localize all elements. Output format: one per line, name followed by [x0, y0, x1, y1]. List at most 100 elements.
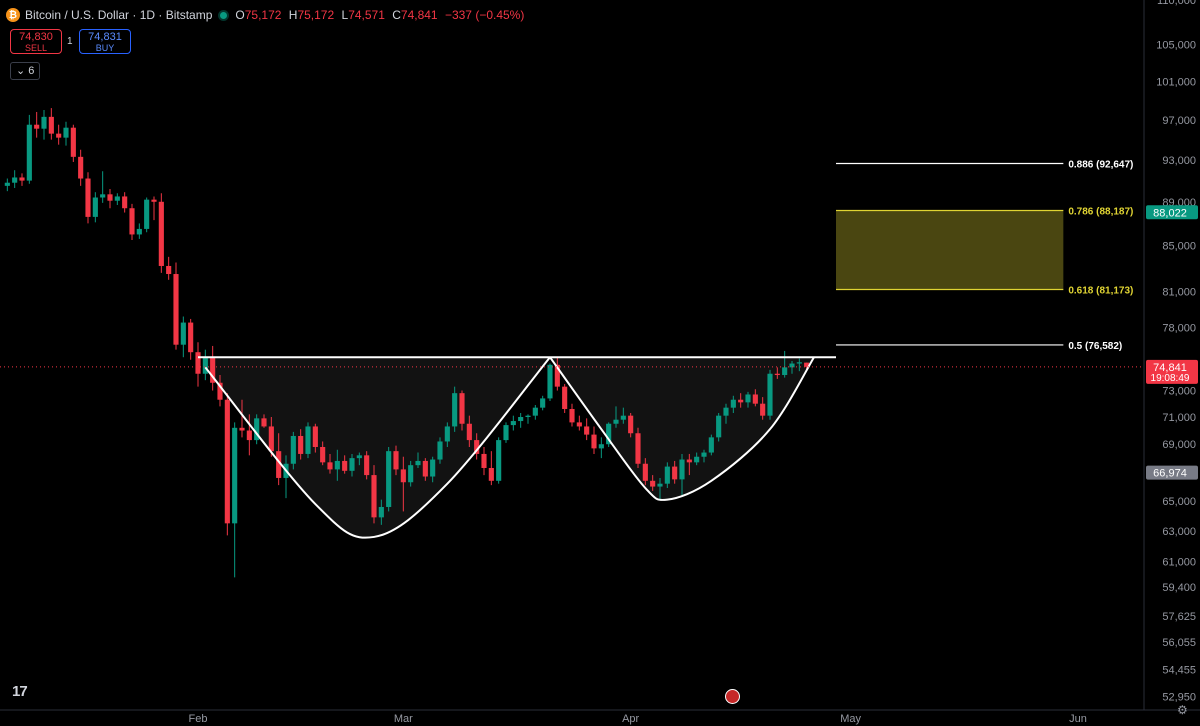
candle-body [19, 177, 25, 181]
candle-up [708, 434, 714, 456]
candle-down [195, 342, 201, 387]
candle-down [584, 418, 590, 441]
candle-down [246, 414, 252, 456]
candle-up [723, 403, 729, 424]
fib-zone [836, 210, 1064, 290]
candle-body [789, 363, 795, 368]
open-value: 75,172 [244, 8, 282, 22]
candle-body [144, 199, 150, 229]
candle-down [217, 375, 223, 407]
candle-up [202, 349, 208, 381]
candle-up [782, 350, 788, 378]
time-tick-label: Jun [1069, 713, 1087, 725]
us-flag-icon[interactable] [725, 689, 740, 704]
indicators-toggle[interactable]: ⌄ 6 [10, 62, 41, 80]
cup-curve [204, 356, 551, 539]
price-tick-label: 101,000 [1156, 76, 1196, 88]
candle-body [642, 463, 648, 481]
candle-down [562, 384, 568, 413]
candle-body [664, 466, 670, 484]
candle-down [591, 426, 597, 454]
candle-up [613, 406, 619, 428]
candle-down [342, 455, 348, 474]
candle-body [158, 201, 164, 266]
gear-icon[interactable]: ⚙ [1177, 703, 1188, 717]
candle-body [85, 178, 91, 217]
candle-down [774, 367, 780, 379]
candle-body [371, 475, 377, 518]
candle-body [613, 419, 619, 424]
tradingview-logo-icon[interactable]: 17 [12, 683, 28, 700]
price-tick-label: 59,400 [1162, 582, 1196, 594]
candle-body [312, 426, 318, 447]
candle-body [166, 265, 172, 275]
fib-level-label: 0.5 (76,582) [1068, 341, 1122, 352]
candle-up [620, 407, 626, 424]
candle-up [349, 453, 355, 477]
price-tick-label: 57,625 [1162, 611, 1196, 623]
candle-down [239, 399, 245, 438]
candle-down [122, 192, 128, 213]
price-axis-label: 88,022 [1146, 205, 1198, 220]
candle-down [268, 417, 274, 457]
candle-body [679, 459, 685, 480]
candle-down [672, 460, 678, 484]
sell-price: 74,830 [19, 31, 53, 43]
low-label: L [341, 8, 349, 22]
sell-button[interactable]: 74,830 SELL [10, 29, 62, 54]
candle-body [276, 451, 282, 478]
candle-up [796, 358, 802, 372]
open-label: O [235, 8, 245, 22]
candle-body [114, 196, 120, 201]
candle-down [628, 412, 634, 438]
candle-body [620, 415, 626, 420]
candle-body [518, 417, 524, 422]
fib-level-label: 0.618 (81,173) [1068, 285, 1133, 296]
candle-up [730, 395, 736, 413]
candle-body [12, 177, 18, 183]
buy-button[interactable]: 74,831 BUY [79, 29, 131, 54]
candle-down [56, 124, 62, 145]
price-axis-label-text: 74,841 [1153, 362, 1187, 374]
time-tick-label: Apr [622, 713, 639, 725]
candle-up [430, 456, 436, 483]
candle-body [70, 127, 76, 157]
close-label: C [392, 8, 401, 22]
candle-body [254, 418, 260, 441]
close-value: 74,841 [400, 8, 438, 22]
candle-body [107, 194, 113, 201]
candle-body [129, 208, 135, 235]
candle-body [437, 441, 443, 460]
candle-body [268, 426, 274, 452]
candle-body [349, 458, 355, 471]
price-tick-label: 52,950 [1162, 691, 1196, 703]
candle-up [232, 422, 238, 578]
candle-up [745, 391, 751, 408]
candle-body [173, 274, 179, 345]
candle-up [334, 449, 340, 481]
candle-up [136, 223, 142, 239]
price-tick-label: 61,000 [1162, 557, 1196, 569]
candle-down [364, 451, 370, 480]
price-tick-label: 110,000 [1157, 0, 1196, 7]
candle-body [708, 437, 714, 453]
candle-body [745, 394, 751, 403]
candle-body [532, 407, 538, 416]
candle-body [606, 423, 612, 445]
candle-body [224, 399, 230, 524]
price-tick-label: 69,000 [1162, 439, 1196, 451]
candle-body [246, 430, 252, 441]
candle-body [804, 362, 810, 367]
bitcoin-icon: ₿ [6, 8, 20, 22]
candle-body [635, 433, 641, 464]
symbol-title[interactable]: Bitcoin / U.S. Dollar · 1D · Bitstamp [25, 8, 213, 22]
candle-down [474, 433, 480, 460]
candle-body [716, 415, 722, 438]
candle-up [305, 422, 311, 459]
time-tick-label: May [840, 713, 861, 725]
candle-body [554, 364, 560, 387]
chevron-down-icon: ⌄ [16, 65, 26, 77]
candle-down [393, 445, 399, 476]
candle-up [437, 437, 443, 464]
